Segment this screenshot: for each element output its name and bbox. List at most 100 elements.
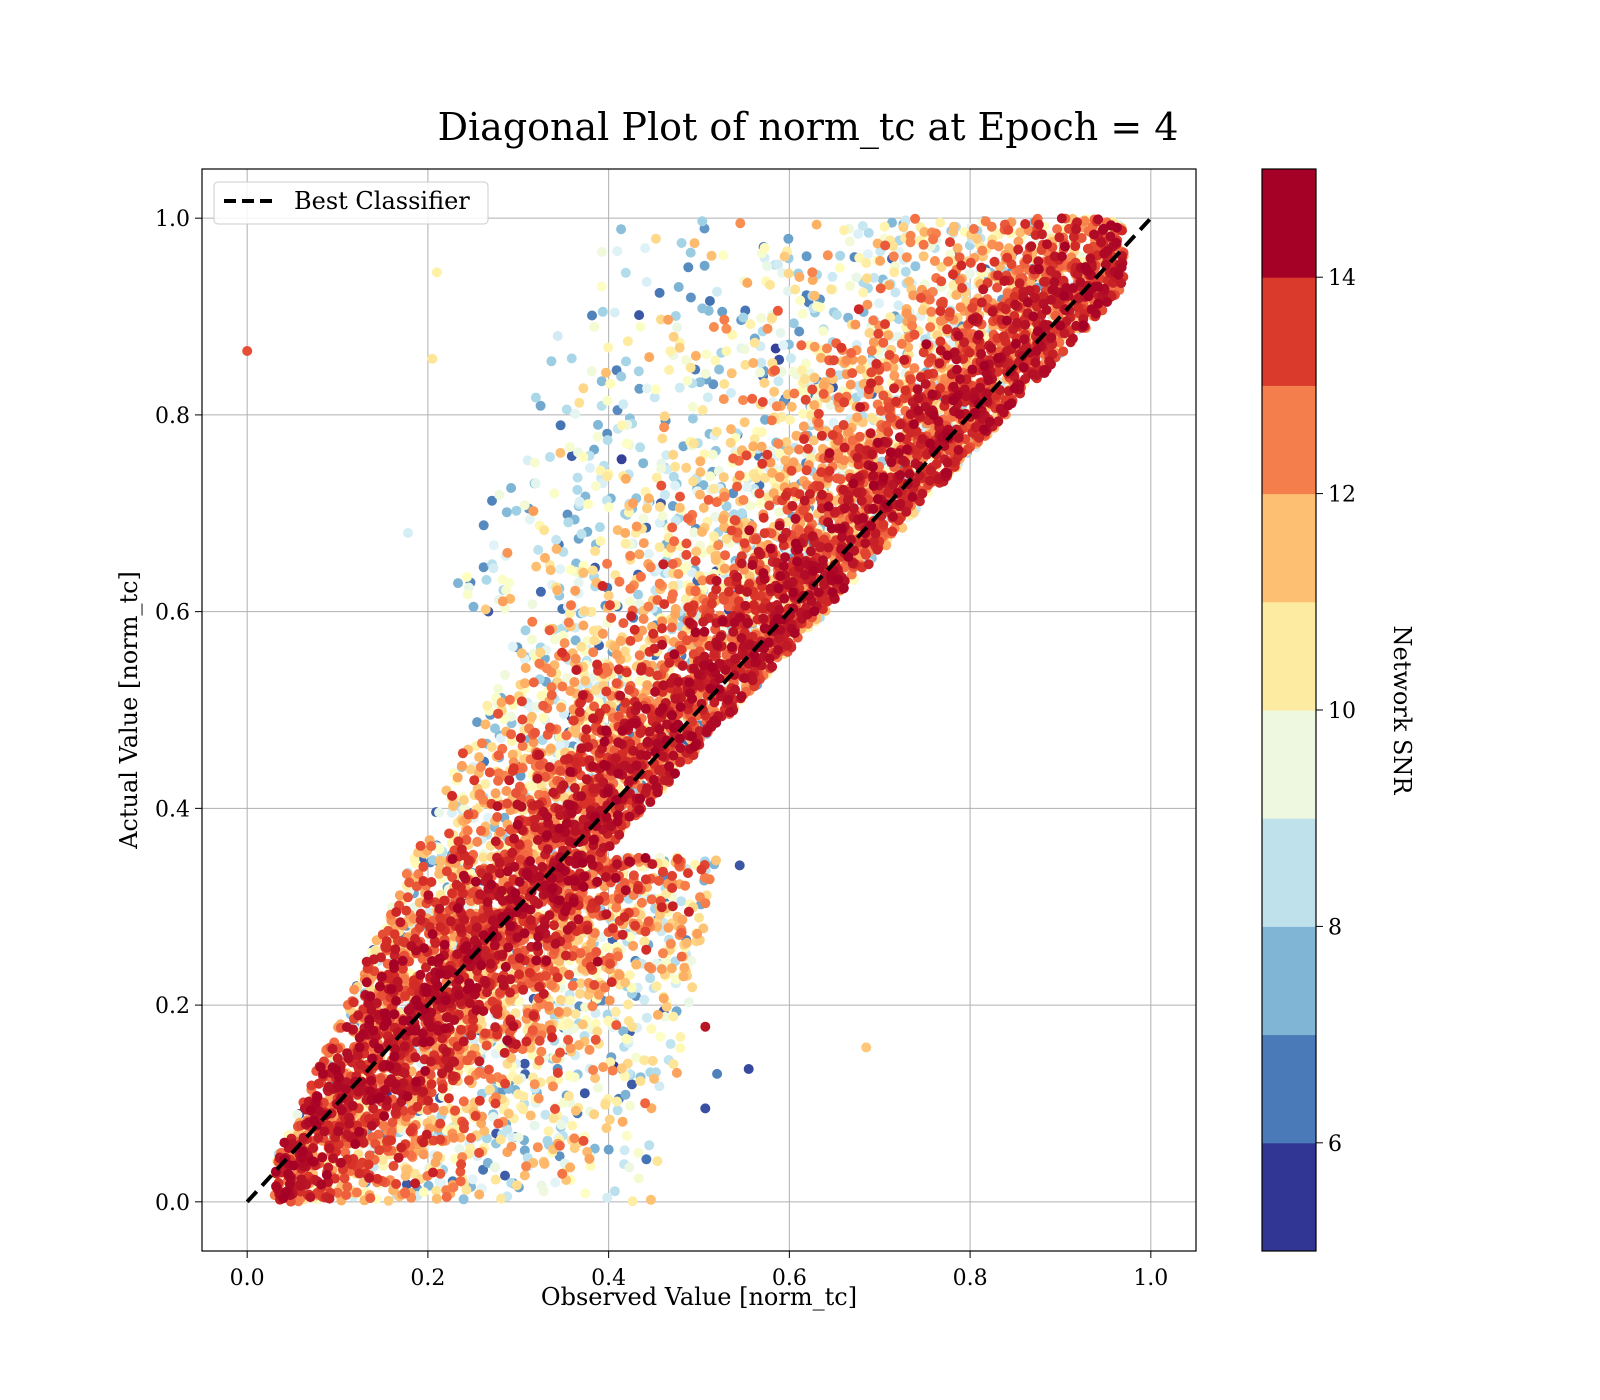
scatter-point	[633, 1147, 644, 1158]
scatter-point	[461, 572, 472, 582]
scatter-point	[910, 261, 921, 272]
scatter-point	[697, 526, 708, 537]
scatter-point	[671, 1067, 682, 1078]
scatter-point	[592, 431, 603, 442]
scatter-point	[588, 647, 599, 658]
scatter-point	[472, 717, 483, 728]
scatter-point	[595, 536, 606, 547]
scatter-point	[603, 1144, 614, 1155]
scatter-point	[735, 218, 746, 229]
scatter-point	[431, 1193, 442, 1204]
scatter-point	[634, 383, 645, 394]
scatter-point	[580, 1188, 591, 1199]
scatter-point	[884, 280, 895, 291]
scatter-point	[673, 569, 684, 579]
scatter-point	[502, 547, 513, 558]
scatter-point	[563, 1018, 574, 1029]
scatter-point	[685, 247, 696, 258]
scatter-point	[643, 493, 654, 504]
scatter-point	[649, 1073, 660, 1084]
scatter-point	[593, 1082, 603, 1093]
scatter-point	[554, 1151, 565, 1162]
scatter-point	[717, 306, 728, 317]
scatter-point	[589, 635, 600, 646]
scatter-point	[555, 420, 566, 431]
scatter-point	[711, 855, 721, 866]
scatter-point	[719, 379, 730, 389]
scatter-point	[668, 1011, 679, 1022]
scatter-point	[292, 1109, 303, 1120]
scatter-point	[697, 405, 708, 415]
scatter-point	[692, 928, 703, 939]
scatter-point	[500, 669, 510, 680]
scatter-point	[786, 353, 796, 364]
scatter-point	[570, 635, 581, 646]
scatter-point	[474, 752, 485, 763]
scatter-point	[614, 970, 625, 981]
scatter-point	[627, 1021, 638, 1032]
scatter-point	[756, 313, 767, 323]
scatter-point	[539, 1158, 550, 1169]
scatter-point	[778, 340, 789, 351]
scatter-point	[898, 222, 909, 233]
scatter-point	[383, 1195, 394, 1206]
scatter-point	[700, 368, 711, 379]
scatter-point	[797, 308, 808, 319]
scatter-point	[626, 1079, 637, 1090]
scatter-point	[756, 441, 767, 452]
scatter-point	[675, 1043, 686, 1054]
scatter-point	[618, 399, 629, 410]
scatter-point	[427, 855, 438, 866]
scatter-point	[807, 267, 818, 278]
scatter-point	[448, 799, 459, 810]
scatter-point	[672, 322, 683, 333]
scatter-point	[839, 225, 850, 236]
scatter-point	[490, 723, 500, 734]
scatter-point	[458, 795, 469, 806]
scatter-point	[796, 365, 807, 376]
scatter-point	[948, 221, 959, 232]
scatter-point	[575, 988, 585, 999]
scatter-point	[711, 426, 722, 437]
scatter-point	[699, 260, 710, 271]
scatter-point	[635, 1076, 646, 1087]
scatter-point	[771, 401, 782, 412]
scatter-point	[775, 327, 786, 338]
scatter-point	[755, 498, 766, 509]
scatter-point	[713, 540, 724, 551]
scatter-point	[627, 1196, 638, 1207]
scatter-point	[710, 355, 721, 366]
scatter-point	[590, 481, 601, 492]
scatter-point	[573, 577, 584, 588]
scatter-point	[748, 358, 759, 368]
scatter-point	[678, 971, 689, 982]
scatter-point	[635, 442, 646, 453]
scatter-point	[593, 419, 603, 430]
scatter-point	[543, 1001, 554, 1012]
scatter-point	[901, 252, 912, 263]
scatter-point	[490, 1174, 501, 1185]
scatter-point	[559, 638, 570, 649]
scatter-point	[759, 242, 770, 253]
scatter-point	[622, 336, 633, 347]
scatter-point	[488, 540, 499, 551]
scatter-point	[641, 1154, 652, 1165]
scatter-point	[657, 511, 668, 521]
scatter-point	[538, 712, 549, 723]
scatter-point	[704, 296, 715, 306]
scatter-point	[430, 1157, 441, 1168]
scatter-point	[453, 578, 463, 589]
scatter-point	[538, 1186, 549, 1197]
scatter-point	[536, 1046, 547, 1057]
scatter-point	[565, 1162, 576, 1173]
scatter-point	[617, 1116, 628, 1127]
scatter-point	[765, 279, 775, 290]
scatter-point	[620, 267, 631, 278]
scatter-point	[448, 1132, 459, 1143]
scatter-point	[681, 355, 692, 366]
scatter-point	[545, 743, 556, 754]
scatter-point	[565, 995, 575, 1006]
scatter-point	[511, 1180, 522, 1191]
scatter-point	[674, 382, 685, 393]
